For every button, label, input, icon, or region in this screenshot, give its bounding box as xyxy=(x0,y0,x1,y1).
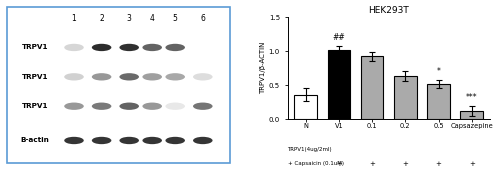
Text: B-actin: B-actin xyxy=(20,138,50,143)
Text: ***: *** xyxy=(466,93,477,102)
Ellipse shape xyxy=(120,73,139,81)
Ellipse shape xyxy=(64,137,84,144)
Text: TRPV1: TRPV1 xyxy=(22,74,48,80)
Ellipse shape xyxy=(166,137,185,144)
Text: +: + xyxy=(369,161,375,167)
Ellipse shape xyxy=(120,103,139,110)
Ellipse shape xyxy=(142,44,162,51)
Ellipse shape xyxy=(92,73,112,81)
Ellipse shape xyxy=(142,73,162,81)
Bar xyxy=(361,56,384,119)
Text: 5: 5 xyxy=(173,14,178,23)
Text: 1: 1 xyxy=(72,14,76,23)
Text: 3: 3 xyxy=(127,14,132,23)
Title: HEK293T: HEK293T xyxy=(368,6,409,15)
Ellipse shape xyxy=(92,137,112,144)
Text: 6: 6 xyxy=(200,14,205,23)
Ellipse shape xyxy=(193,103,212,110)
Ellipse shape xyxy=(64,44,84,51)
Ellipse shape xyxy=(142,103,162,110)
Text: +: + xyxy=(436,161,442,167)
Bar xyxy=(328,50,350,119)
Text: TRPV1: TRPV1 xyxy=(22,45,48,50)
Ellipse shape xyxy=(193,137,212,144)
Ellipse shape xyxy=(166,103,185,110)
Text: +: + xyxy=(336,161,342,167)
Bar xyxy=(428,84,450,119)
Bar xyxy=(294,95,317,119)
Text: *: * xyxy=(436,67,440,76)
Y-axis label: TRPV1/β-ACTIN: TRPV1/β-ACTIN xyxy=(260,42,266,94)
Ellipse shape xyxy=(142,137,162,144)
Text: TRPV1(4ug/2ml): TRPV1(4ug/2ml) xyxy=(288,147,332,152)
Text: +: + xyxy=(402,161,408,167)
Ellipse shape xyxy=(193,73,212,81)
Ellipse shape xyxy=(120,137,139,144)
Ellipse shape xyxy=(92,44,112,51)
Text: TRPV1: TRPV1 xyxy=(22,103,48,109)
Ellipse shape xyxy=(64,103,84,110)
FancyBboxPatch shape xyxy=(8,7,230,163)
Ellipse shape xyxy=(120,44,139,51)
Ellipse shape xyxy=(92,103,112,110)
Text: +: + xyxy=(469,161,474,167)
Text: + Capsaicin (0.1uM): + Capsaicin (0.1uM) xyxy=(288,161,344,166)
Text: 4: 4 xyxy=(150,14,154,23)
Ellipse shape xyxy=(166,44,185,51)
Ellipse shape xyxy=(166,73,185,81)
FancyBboxPatch shape xyxy=(5,3,235,167)
Bar xyxy=(394,76,416,119)
Text: 2: 2 xyxy=(99,14,104,23)
Text: ##: ## xyxy=(332,33,345,42)
Bar xyxy=(460,111,483,119)
Ellipse shape xyxy=(64,73,84,81)
